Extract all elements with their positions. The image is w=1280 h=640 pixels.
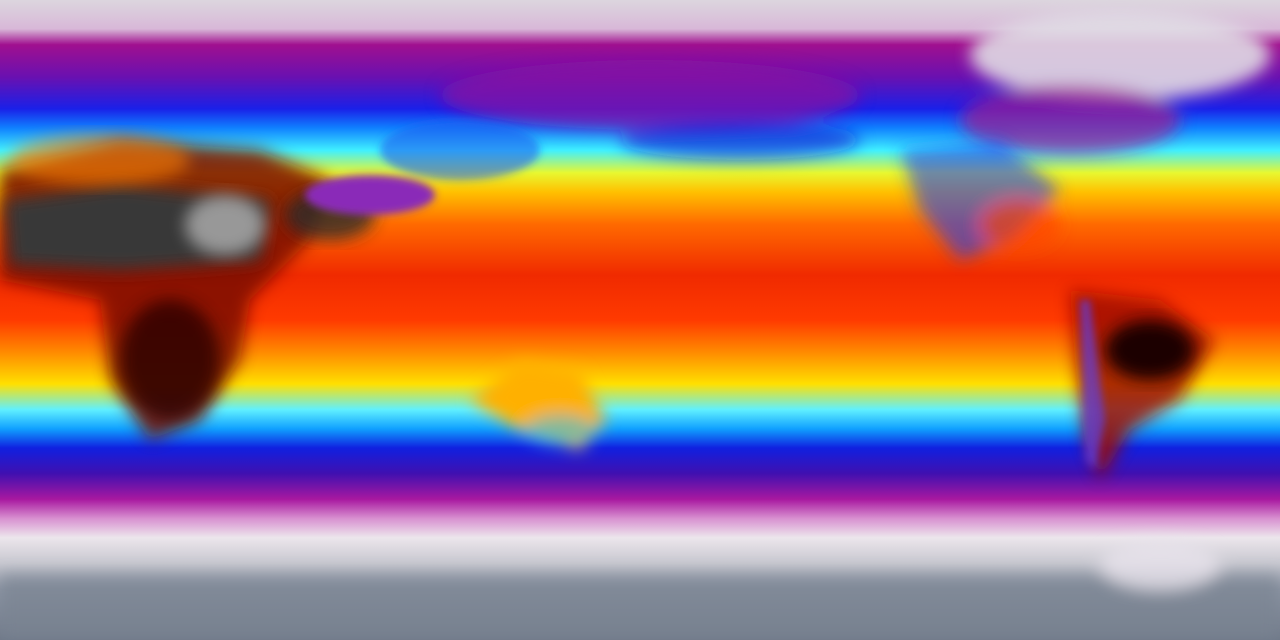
africa-eurasia-landmass [0,135,375,440]
south-america [1070,290,1215,480]
antarctica [0,540,1280,640]
australia [470,360,605,450]
tibet-plateau [305,120,540,215]
north-america [900,140,1060,260]
arctic-region [440,10,1270,160]
